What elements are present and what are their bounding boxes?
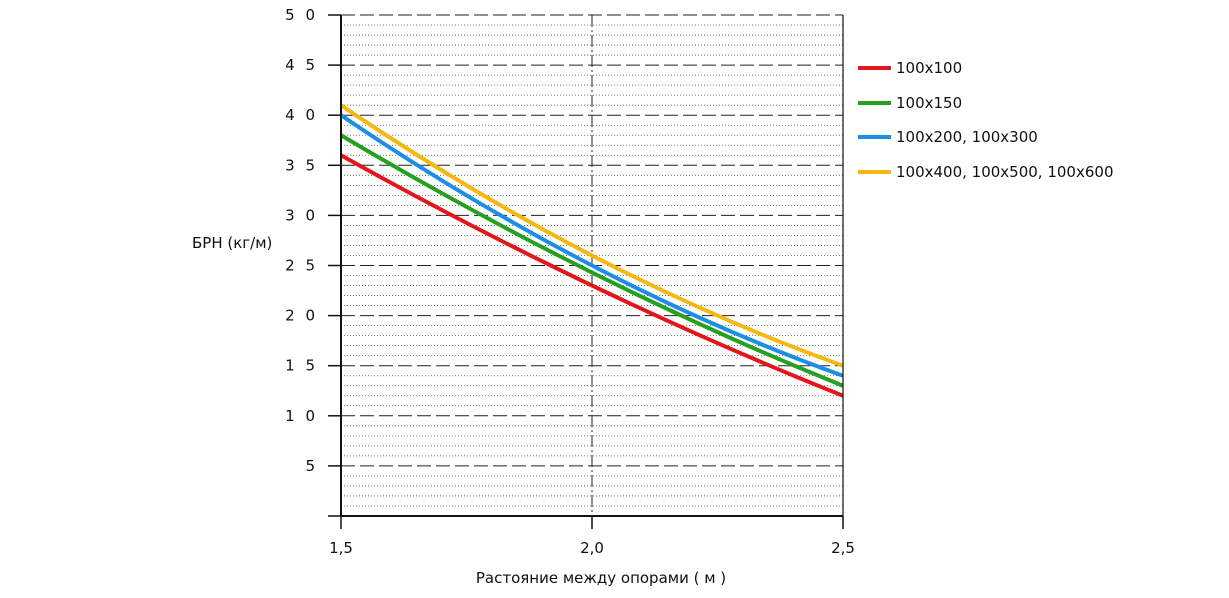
y-tick-label: 4 0 (285, 106, 318, 124)
y-tick-label: 5 (305, 457, 318, 475)
x-tick-label: 2,0 (580, 539, 604, 557)
y-tick-label: 4 5 (285, 56, 318, 74)
legend: 100x100 100x150 100x200, 100x300 100x400, 1… (858, 59, 1114, 181)
legend-label-1: 100x100 (896, 59, 962, 77)
x-tick-label: 1,5 (329, 539, 353, 557)
series-line-2 (339, 133, 844, 388)
y-tick-label: 2 5 (285, 257, 318, 275)
y-axis-title: БРН (кг/м) (192, 234, 272, 252)
legend-label-4: 100x400, 100x500, 100x600 (896, 163, 1114, 181)
series-line-1 (340, 153, 844, 398)
y-tick-label: 1 5 (285, 357, 318, 375)
legend-label-2: 100x150 (896, 94, 962, 112)
y-tick-label: 5 0 (285, 6, 318, 24)
y-tick-label: 3 5 (285, 156, 318, 174)
legend-label-3: 100x200, 100x300 (896, 128, 1038, 146)
y-tick-label: 2 0 (285, 307, 318, 325)
x-axis-title: Растояние между опорами ( м ) (476, 569, 726, 587)
series-line-4 (339, 103, 844, 368)
axes: 5 1 0 1 5 2 0 2 5 3 0 3 5 4 0 4 5 5 0 1,5 2,0 2,5 (285, 6, 855, 557)
y-tick-label: 1 0 (285, 407, 318, 425)
series-line-3 (339, 113, 844, 378)
x-tick-label: 2,5 (831, 539, 855, 557)
series-lines (339, 103, 844, 398)
y-tick-label: 3 0 (285, 206, 318, 224)
